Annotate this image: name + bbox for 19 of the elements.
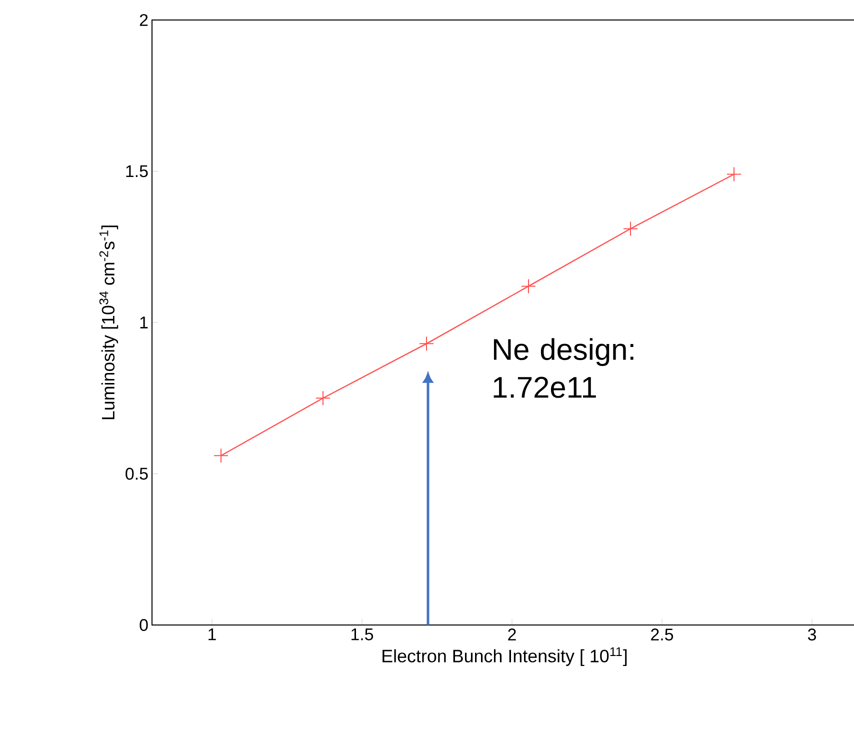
x-tick-label: 2 [508, 628, 516, 640]
x-tick-label: 1 [208, 628, 216, 640]
x-tick-label: 2.5 [651, 628, 674, 641]
ref-line-label: Ne design: 1.72e11 [494, 338, 634, 398]
point [419, 336, 434, 352]
point [316, 390, 331, 406]
point [726, 166, 742, 182]
x-tick-label: 3 [808, 628, 816, 641]
point [521, 278, 536, 294]
y-tick-label: 1 [140, 316, 148, 328]
y-tick-label: 1.5 [126, 165, 148, 178]
y-tick-label: 2 [140, 14, 148, 26]
y-tick-label: 0 [140, 619, 148, 631]
point [623, 221, 638, 236]
y-axis-title: Luminosity [10$^{34}$ cm$^{-2}$s$^{-1}$] [99, 226, 118, 420]
y-tick-label: 0.5 [126, 468, 148, 480]
x-axis-title: Electron Bunch Intensity [ 10$^{11}$] [382, 647, 627, 666]
x-tick-label: 1.5 [352, 628, 374, 640]
point [214, 448, 228, 464]
